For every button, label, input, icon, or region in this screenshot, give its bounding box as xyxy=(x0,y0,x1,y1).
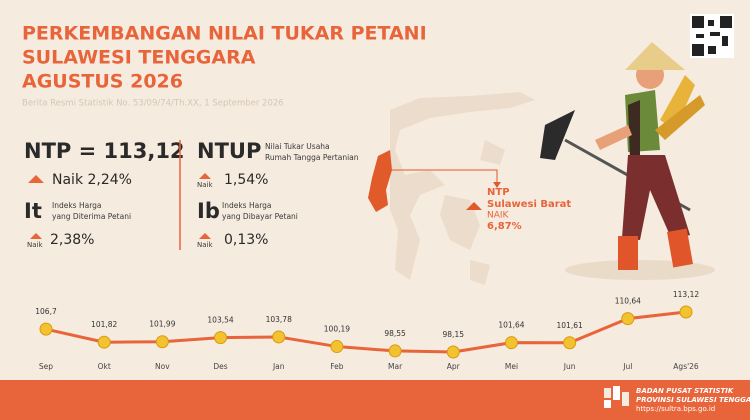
value-label: 98,55 xyxy=(384,329,406,338)
up-icon xyxy=(28,175,44,183)
ib-label: Ib xyxy=(197,199,220,223)
title: AGUSTUS 2026 xyxy=(22,71,183,93)
callout-title: NTP xyxy=(487,187,510,198)
footer-org: BADAN PUSAT STATISTIK xyxy=(636,387,734,395)
x-tick-label: Apr xyxy=(447,362,461,371)
ib-desc: Indeks Harga xyxy=(222,201,272,210)
x-tick-label: Okt xyxy=(98,362,111,371)
it-desc: Indeks Harga xyxy=(52,201,102,210)
coin-marker xyxy=(97,335,111,349)
ntp-change: Naik 2,24% xyxy=(52,172,132,188)
value-label: 98,15 xyxy=(443,330,465,339)
ntup-change-word: Naik xyxy=(197,181,213,189)
callout-title: Sulawesi Barat xyxy=(487,199,571,210)
it-change: 2,38% xyxy=(50,232,94,248)
ntup-change: 1,54% xyxy=(224,172,268,188)
x-tick-label: Nov xyxy=(155,362,170,371)
value-label: 100,19 xyxy=(324,325,350,334)
it-change-word: Naik xyxy=(27,241,43,249)
ib-change-word: Naik xyxy=(197,241,213,249)
title: PERKEMBANGAN NILAI TUKAR PETANI xyxy=(22,23,427,45)
line-chart: 106,7 Sep 101,82 Okt 101,99 Nov 103,54 Des 103,7… xyxy=(35,290,699,371)
subtitle: Berita Resmi Statistik No. 53/09/74/Th.X… xyxy=(22,99,284,109)
bps-logo xyxy=(604,386,629,408)
up-icon xyxy=(466,202,482,210)
callout-line xyxy=(388,169,498,184)
coin-marker xyxy=(330,340,344,354)
x-tick-label: Mei xyxy=(505,362,518,371)
up-icon xyxy=(30,233,42,239)
value-label: 101,61 xyxy=(557,321,583,330)
ntup-desc: Rumah Tangga Pertanian xyxy=(265,153,359,162)
x-tick-label: Jun xyxy=(563,362,576,371)
it-desc: yang Diterima Petani xyxy=(52,212,131,221)
ib-change: 0,13% xyxy=(224,232,268,248)
x-tick-label: Jan xyxy=(272,362,285,371)
value-label: 103,54 xyxy=(207,316,233,325)
value-label: 101,64 xyxy=(498,321,524,330)
x-tick-label: Ags'26 xyxy=(673,362,699,371)
qr-code xyxy=(690,14,734,58)
value-label: 113,12 xyxy=(673,290,699,299)
sulbar-region xyxy=(368,150,392,212)
value-label: 110,64 xyxy=(615,297,641,306)
x-tick-label: Jul xyxy=(622,362,632,371)
arrow xyxy=(493,182,501,188)
coin-marker xyxy=(504,336,518,350)
line xyxy=(45,310,687,354)
coin-marker xyxy=(446,345,460,359)
it-label: It xyxy=(24,199,42,223)
x-tick-label: Sep xyxy=(39,362,53,371)
x-tick-label: Mar xyxy=(388,362,403,371)
coin-marker xyxy=(214,331,228,345)
ntup-desc: Nilai Tukar Usaha xyxy=(265,142,330,151)
x-tick-label: Feb xyxy=(330,362,344,371)
footer-url: https://sultra.bps.go.id xyxy=(636,405,715,413)
value-label: 101,82 xyxy=(91,320,117,329)
coin-marker xyxy=(155,335,169,349)
coin-marker xyxy=(621,312,635,326)
coin-marker xyxy=(679,305,693,319)
title: SULAWESI TENGGARA xyxy=(22,47,256,69)
coin-marker xyxy=(563,336,577,350)
coin-marker xyxy=(388,344,402,358)
coin-marker xyxy=(39,322,53,336)
x-tick-label: Des xyxy=(213,362,227,371)
coin-marker xyxy=(272,330,286,344)
footer-org: PROVINSI SULAWESI TENGGARA xyxy=(636,396,750,404)
value-label: 106,7 xyxy=(35,307,57,316)
ib-desc: yang Dibayar Petani xyxy=(222,212,298,221)
callout-change: 6,87% xyxy=(487,221,522,232)
up-icon xyxy=(199,173,211,179)
value-label: 103,78 xyxy=(266,315,292,324)
up-icon xyxy=(199,233,211,239)
ntp-value: NTP = 113,12 xyxy=(24,139,185,163)
farmer-illustration xyxy=(540,42,715,280)
value-label: 101,99 xyxy=(149,320,175,329)
callout-word: NAIK xyxy=(487,211,510,221)
ntup-label: NTUP xyxy=(197,139,261,163)
